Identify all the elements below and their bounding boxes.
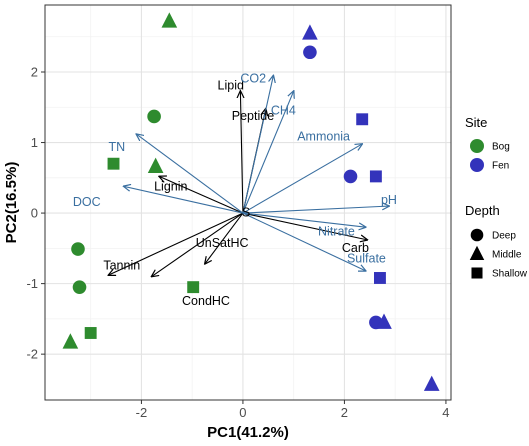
vector-label-tannin: Tannin bbox=[103, 259, 140, 273]
data-point-bog-shallow bbox=[107, 157, 120, 170]
vector-label-ammonia: Ammonia bbox=[297, 129, 350, 143]
vector-arrow-doc bbox=[124, 186, 244, 214]
vector-arrow-carb bbox=[242, 212, 367, 240]
vector-label-unsathc: UnSatHC bbox=[196, 236, 249, 250]
data-point-bog-deep bbox=[72, 280, 87, 294]
x-tick-label: 0 bbox=[239, 405, 246, 420]
data-point-bog-middle bbox=[62, 333, 79, 349]
data-point-fen-middle bbox=[376, 313, 392, 329]
vector-labels: Lipid Peptide Lignin UnSatHC Tannin CondHC Car… bbox=[73, 72, 397, 308]
axis-ticks: -2 0 2 4 -2 -1 0 1 2 bbox=[26, 65, 449, 420]
x-axis-title: PC1(41.2%) bbox=[207, 424, 289, 441]
vector-arrow-ammonia bbox=[242, 144, 362, 214]
data-point-fen-deep bbox=[303, 45, 317, 60]
legend-depth-label-deep: Deep bbox=[492, 231, 516, 242]
plot-frame bbox=[44, 4, 452, 401]
vector-label-s: S bbox=[242, 206, 250, 220]
data-point-bog-middle bbox=[161, 12, 178, 28]
y-tick-label: 2 bbox=[31, 65, 38, 80]
vector-arrow-ph bbox=[242, 206, 389, 214]
legend-depth-entries: Deep Middle Shallow bbox=[469, 228, 528, 280]
sample-points bbox=[62, 12, 440, 391]
vector-label-lignin: Lignin bbox=[154, 180, 187, 194]
vector-label-co2: CO2 bbox=[240, 72, 266, 86]
legend-site-title: Site bbox=[465, 115, 487, 130]
y-axis-title: PC2(16.5%) bbox=[3, 162, 20, 244]
vector-arrow-tn bbox=[136, 134, 244, 214]
data-point-bog-shallow bbox=[187, 281, 200, 294]
vector-arrow-sulfate bbox=[242, 212, 366, 271]
legend-depth-label-shallow: Shallow bbox=[492, 269, 528, 280]
data-point-fen-shallow bbox=[356, 113, 369, 126]
data-point-bog-middle bbox=[147, 157, 164, 173]
vector-label-sulfate: Sulfate bbox=[347, 251, 386, 265]
vector-label-tn: TN bbox=[108, 140, 125, 154]
legend-site-entries: Bog Fen bbox=[470, 139, 510, 172]
vector-label-carb: Carb bbox=[342, 241, 369, 255]
vector-label-ph: pH bbox=[381, 193, 397, 207]
data-point-bog-shallow bbox=[84, 327, 97, 339]
y-tick-label: -2 bbox=[26, 347, 38, 362]
y-tick-label: 1 bbox=[31, 135, 38, 150]
legend-site-key-bog bbox=[470, 139, 484, 153]
vector-label-peptide: Peptide bbox=[232, 109, 274, 123]
legend-site-key-fen bbox=[470, 158, 484, 172]
legend-depth-key-shallow bbox=[471, 267, 483, 279]
vector-arrow-ch4 bbox=[242, 91, 294, 214]
vector-label-condhc: CondHC bbox=[182, 294, 230, 308]
legend-depth-key-deep bbox=[470, 228, 484, 242]
legend-site-label-fen: Fen bbox=[492, 161, 509, 172]
data-point-bog-deep bbox=[71, 242, 85, 256]
x-tick-label: 4 bbox=[442, 405, 449, 420]
vector-arrow-condhc bbox=[152, 212, 244, 276]
legend-site-label-bog: Bog bbox=[492, 142, 510, 153]
data-point-fen-middle bbox=[302, 24, 318, 40]
loading-vectors bbox=[108, 76, 389, 277]
data-point-fen-shallow bbox=[369, 170, 382, 183]
vector-arrow-unsathc bbox=[205, 212, 244, 264]
vector-label-lipid: Lipid bbox=[218, 79, 244, 93]
legend-depth-title: Depth bbox=[465, 203, 500, 218]
y-tick-label: 0 bbox=[31, 206, 38, 221]
x-tick-label: 2 bbox=[341, 405, 348, 420]
legend: Site Bog Fen Depth Deep Middle Shallow bbox=[465, 115, 528, 280]
vector-arrow-co2 bbox=[242, 76, 273, 214]
x-tick-label: -2 bbox=[136, 405, 148, 420]
vector-label-doc: DOC bbox=[73, 195, 101, 209]
data-point-bog-deep bbox=[147, 109, 161, 124]
vector-arrow-lignin bbox=[159, 176, 244, 214]
vector-label-nitrate: Nitrate bbox=[318, 225, 355, 239]
vector-label-ch4: CH4 bbox=[271, 103, 296, 117]
vector-arrow-nitrate bbox=[242, 212, 366, 227]
legend-depth-label-middle: Middle bbox=[492, 250, 522, 261]
data-point-fen-deep bbox=[343, 169, 358, 184]
legend-depth-key-middle bbox=[469, 245, 485, 260]
y-tick-label: -1 bbox=[26, 276, 38, 291]
data-point-fen-shallow bbox=[374, 272, 386, 284]
data-point-fen-middle bbox=[423, 375, 440, 391]
vector-arrow-lipid bbox=[240, 91, 243, 214]
vector-arrow-tannin bbox=[108, 212, 244, 275]
